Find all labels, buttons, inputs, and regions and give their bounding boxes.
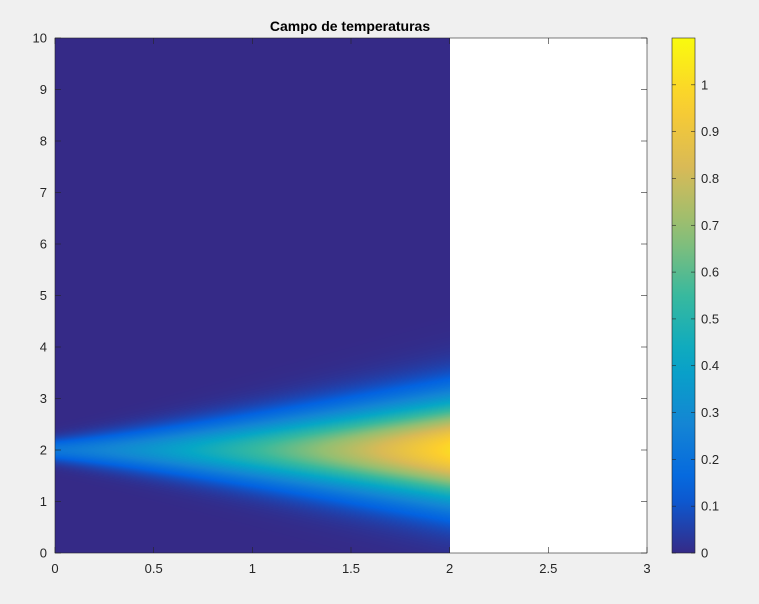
x-tick-label: 1.5: [342, 561, 360, 576]
y-axis: 0 1 2 3 4 5 6 7 8 9 10: [33, 31, 647, 561]
y-tick-label: 10: [33, 31, 47, 46]
colorbar-tick-label: 0.3: [701, 405, 719, 420]
y-tick-label: 6: [40, 237, 47, 252]
y-tick-label: 8: [40, 134, 47, 149]
colorbar-tick-label: 0.1: [701, 499, 719, 514]
x-tick-label: 0.5: [145, 561, 163, 576]
y-tick-label: 1: [40, 494, 47, 509]
x-axis: 0 0.5 1 1.5 2 2.5 3: [51, 38, 651, 576]
y-tick-label: 4: [40, 340, 47, 355]
y-tick-label: 3: [40, 391, 47, 406]
plot-area: [54, 37, 648, 554]
colorbar-tick-label: 0.6: [701, 265, 719, 280]
x-tick-label: 0: [51, 561, 58, 576]
colorbar: 0 0.1 0.2 0.3 0.4 0.5 0.6 0.7 0.8 0.9 1: [671, 37, 719, 561]
x-tick-label: 1: [249, 561, 256, 576]
y-tick-label: 7: [40, 185, 47, 200]
y-tick-label: 5: [40, 288, 47, 303]
y-tick-label: 2: [40, 443, 47, 458]
x-tick-label: 3: [643, 561, 650, 576]
x-tick-label: 2: [446, 561, 453, 576]
colorbar-tick-label: 1: [701, 77, 708, 92]
temperature-field: [55, 38, 450, 553]
y-tick-label: 0: [40, 546, 47, 561]
colorbar-tick-label: 0.8: [701, 171, 719, 186]
colorbar-tick-label: 0.5: [701, 311, 719, 326]
chart-title: Campo de temperaturas: [270, 18, 430, 34]
colorbar-tick-label: 0.9: [701, 124, 719, 139]
colorbar-tick-label: 0.4: [701, 358, 719, 373]
y-tick-label: 9: [40, 82, 47, 97]
colorbar-gradient: [671, 37, 696, 554]
colorbar-tick-label: 0.7: [701, 218, 719, 233]
x-tick-label: 2.5: [539, 561, 557, 576]
colorbar-tick-label: 0: [701, 546, 708, 561]
colorbar-tick-label: 0.2: [701, 452, 719, 467]
